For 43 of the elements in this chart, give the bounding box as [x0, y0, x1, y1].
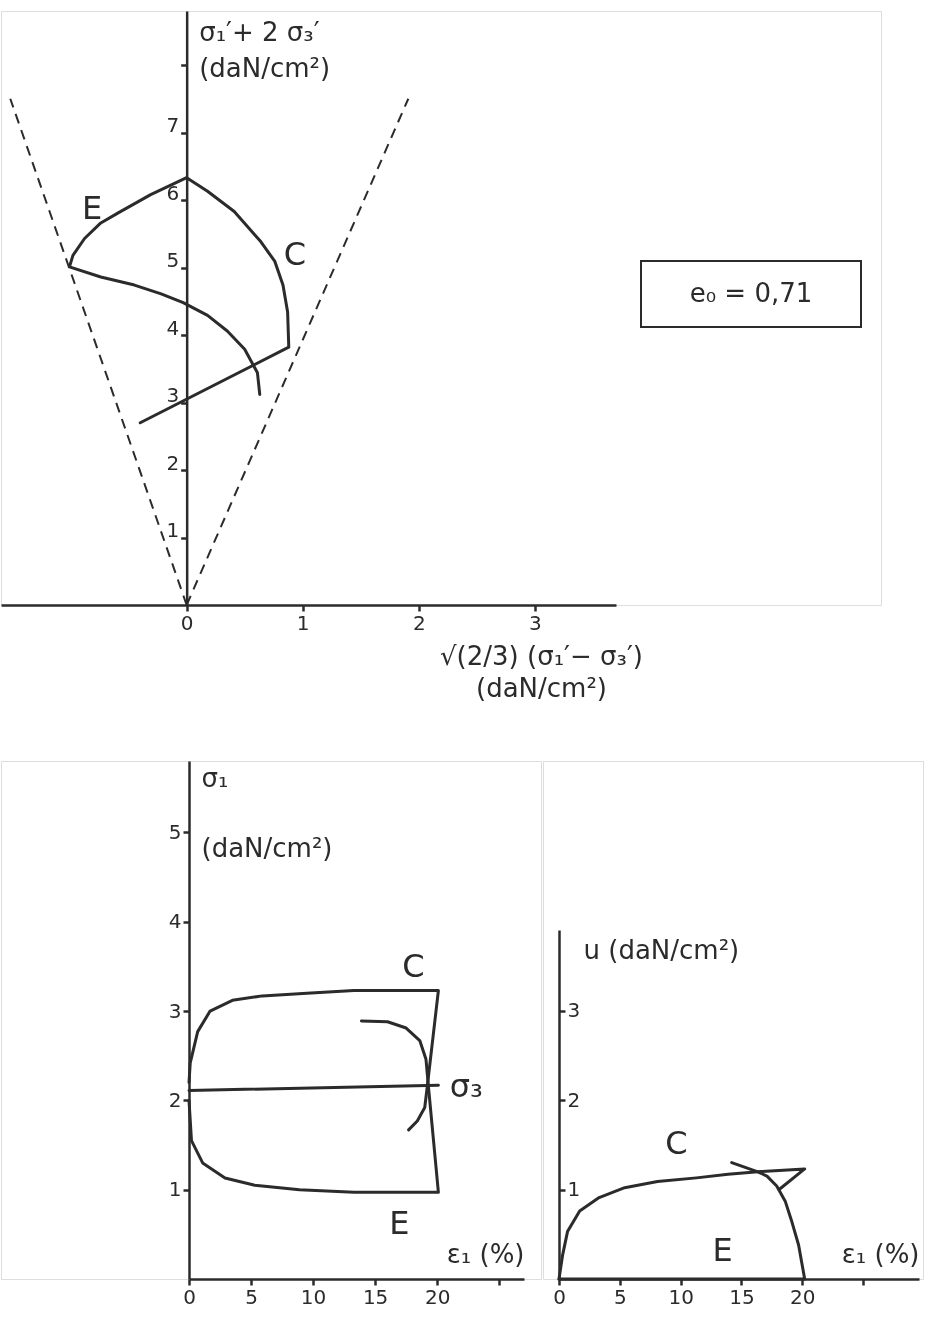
x-tick-label: 10 [668, 1284, 694, 1309]
y-tick-label: 3 [567, 998, 581, 1023]
y-tick-label: 3 [168, 998, 182, 1023]
y-tick-label: 1 [168, 1177, 182, 1202]
series-label: C [665, 1123, 688, 1162]
y-tick-label: 4 [168, 909, 182, 934]
x-tick-label: 15 [729, 1284, 755, 1309]
x-tick-label: 10 [300, 1284, 327, 1309]
series-label: E [82, 188, 103, 227]
x-tick-label: 2 [412, 610, 426, 635]
x-tick-label: 20 [424, 1284, 451, 1309]
y-tick-label: 3 [166, 383, 180, 407]
y-tick-label: 1 [567, 1177, 581, 1202]
x-axis-title: √(2/3) (σ₁′− σ₃′) (daN/cm²) [440, 640, 643, 703]
x-tick-label: 5 [613, 1284, 627, 1309]
y-tick-label: 4 [166, 315, 180, 340]
y-tick-label: 7 [166, 113, 180, 137]
series-label: C [283, 235, 307, 274]
y-axis-title: u (daN/cm²) [583, 934, 740, 965]
x-tick-label: 0 [553, 1284, 566, 1309]
x-tick-label: 3 [528, 610, 542, 635]
y-tick-label: 2 [168, 1087, 182, 1112]
y-axis-title: σ₁′+ 2 σ₃′ (daN/cm²) [199, 16, 331, 83]
y-tick-label: 2 [567, 1087, 581, 1112]
y-tick-label: 5 [168, 819, 182, 844]
series-label: E [712, 1231, 733, 1269]
legend-label: σ₃ [449, 1067, 483, 1106]
x-tick-label: 0 [183, 1284, 196, 1309]
y-tick-label: 1 [166, 518, 180, 542]
x-axis-title: ε₁ (%) [446, 1238, 525, 1269]
series-label: E [389, 1204, 410, 1243]
x-tick-label: 15 [362, 1284, 389, 1309]
x-tick-label: 5 [245, 1284, 258, 1309]
y-tick-label: 6 [166, 180, 180, 205]
y-tick-label: 5 [166, 248, 180, 272]
series-label: C [402, 946, 425, 985]
text: e₀ = 0,71 [689, 278, 813, 308]
x-tick-label: 20 [790, 1284, 816, 1309]
x-tick-label: 1 [296, 610, 310, 635]
x-axis-title: ε₁ (%) [841, 1238, 920, 1269]
text: σ₁ (daN/cm²) [201, 762, 333, 863]
y-tick-label: 2 [166, 450, 180, 475]
x-tick-label: 0 [180, 610, 194, 635]
